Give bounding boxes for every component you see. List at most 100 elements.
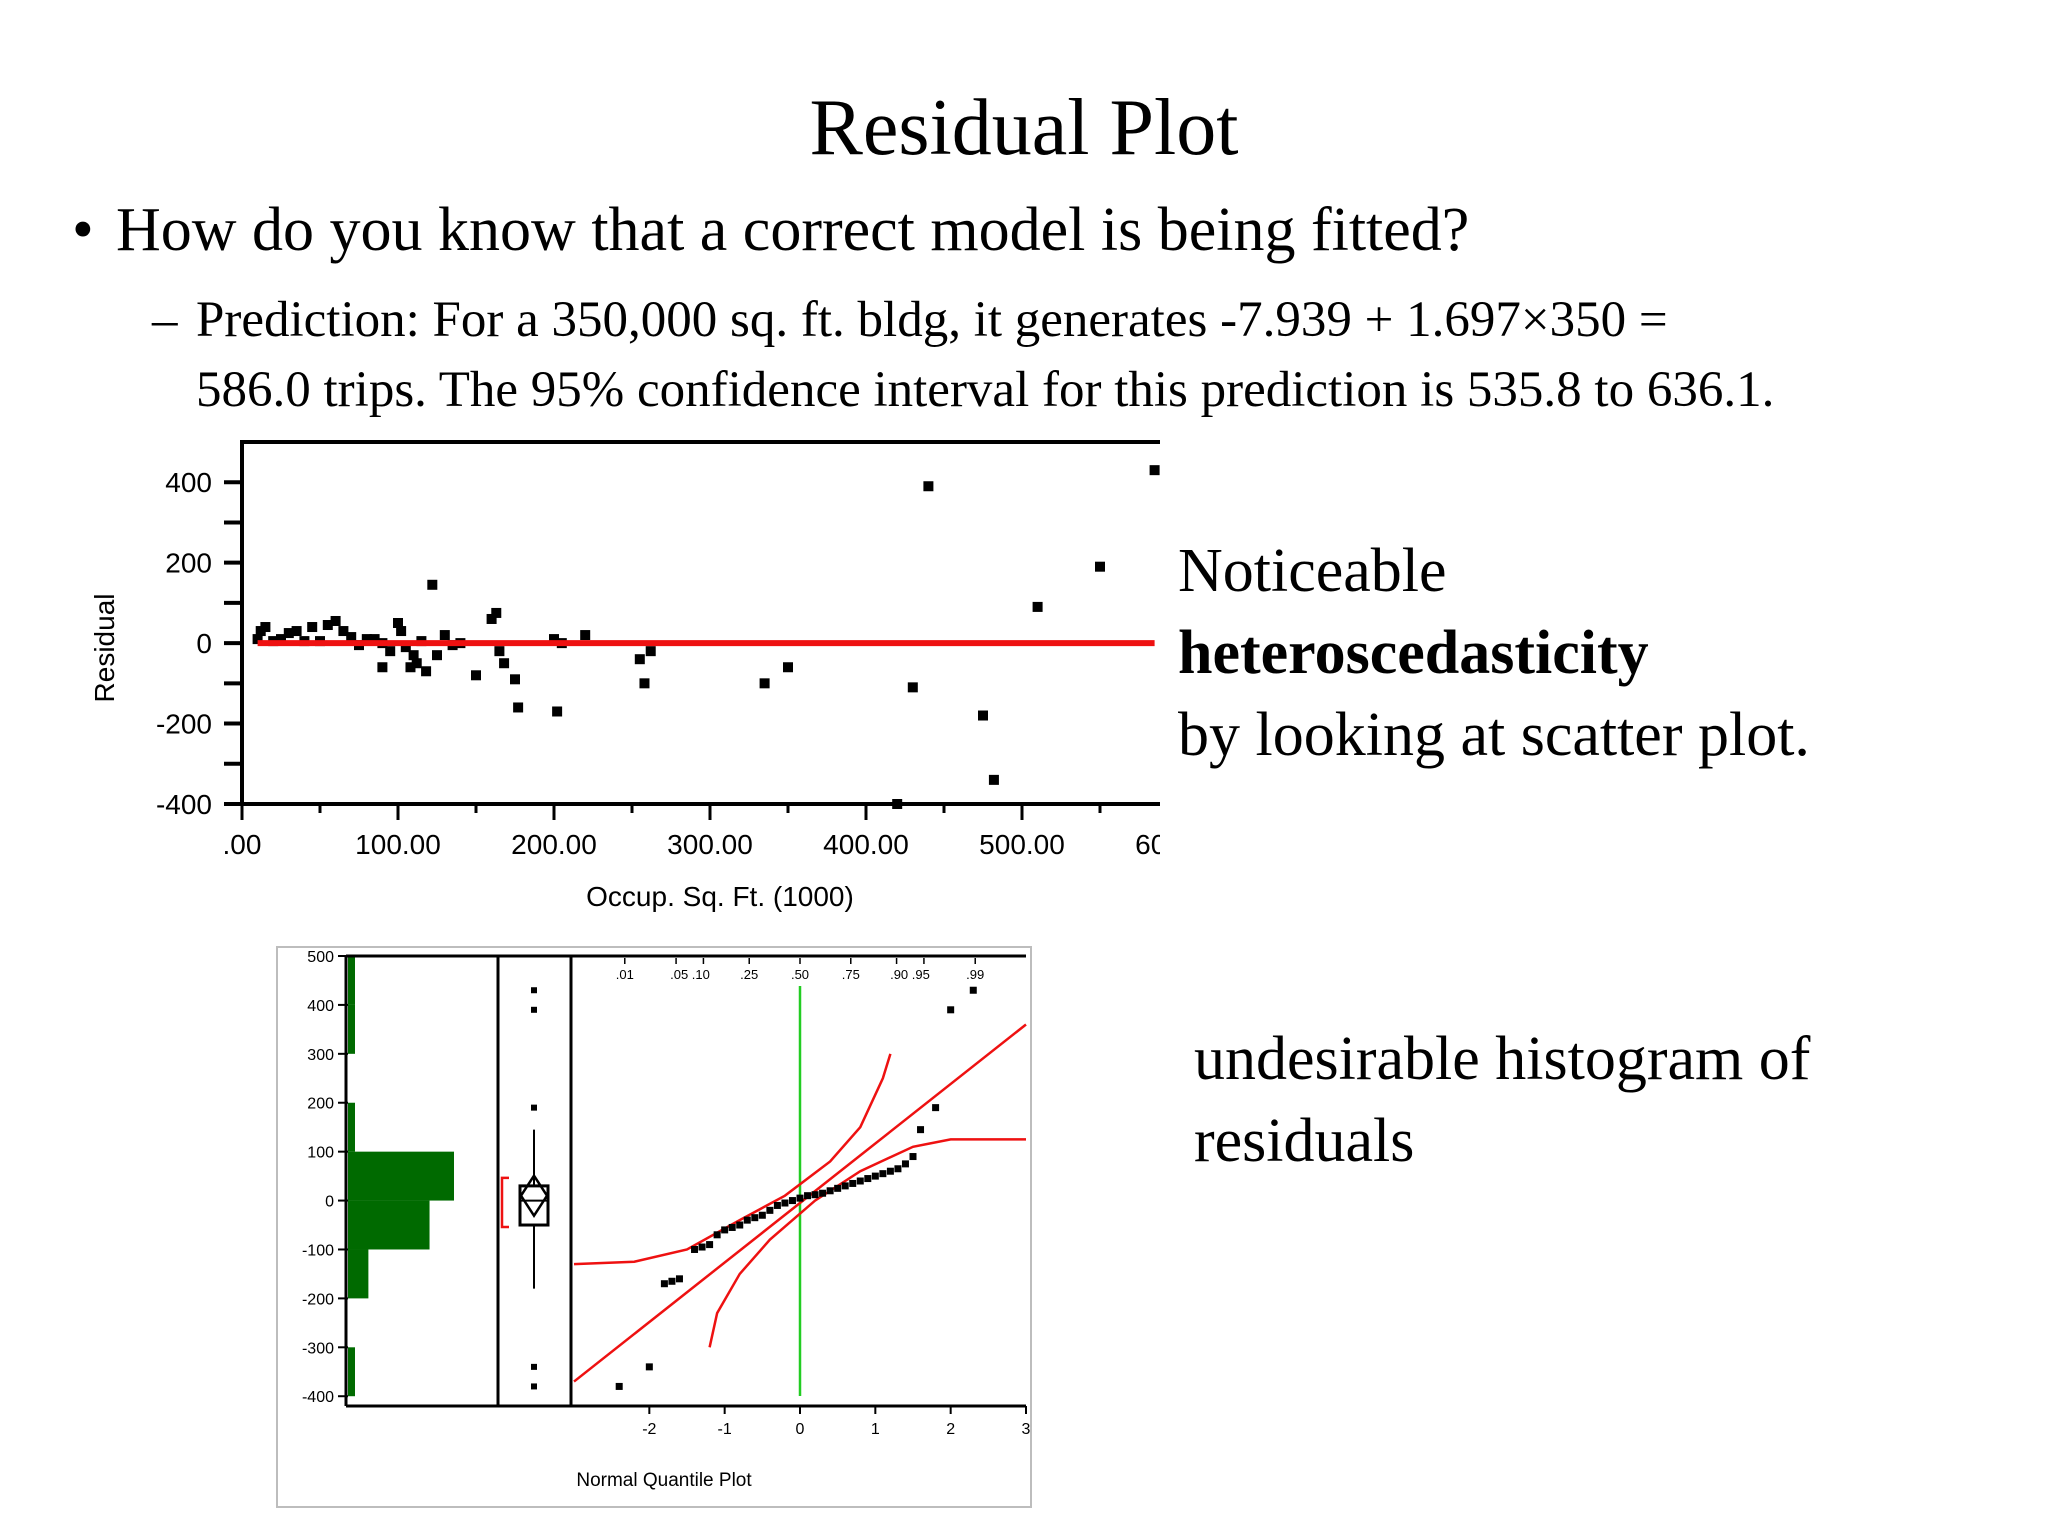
- quantile-x-tick-label: 3: [1022, 1421, 1031, 1438]
- box-outlier-point: [531, 1006, 537, 1013]
- note1-emphasis: heteroscedasticity: [1178, 619, 1649, 687]
- data-point: [978, 710, 988, 721]
- quantile-point: [758, 1211, 766, 1219]
- quantile-top-tick-label: .05 .10: [670, 967, 710, 982]
- confidence-curve-upper: [573, 1053, 892, 1266]
- y-tick-label: 0: [196, 628, 212, 659]
- quantile-point: [834, 1184, 842, 1192]
- residual-scatter-chart: 400 200 0 -200 -400 .00 100.00 200.00 300.00 400.…: [89, 440, 1160, 912]
- quantile-top-tick-label: .50: [791, 967, 809, 982]
- quantile-point: [796, 1194, 804, 1202]
- data-point: [499, 658, 510, 669]
- data-point: [400, 642, 411, 653]
- data-point: [645, 646, 656, 657]
- data-point: [432, 650, 442, 661]
- quantile-point: [728, 1223, 736, 1231]
- data-point: [338, 626, 349, 637]
- data-point: [491, 607, 502, 618]
- x-tick-label: .00: [223, 829, 262, 860]
- data-point: [1149, 465, 1160, 476]
- sub-bullet-prediction: – Prediction: For a 350,000 sq. ft. bldg…: [152, 285, 2032, 425]
- quantile-point: [736, 1221, 744, 1229]
- slide-title: Residual Plot: [809, 84, 1239, 172]
- note1-line2: heteroscedasticity: [1178, 612, 1810, 694]
- normal-fit-line: [573, 1023, 1027, 1383]
- distribution-chart: 500 400 300 200 100 0 -100 -200 -300 -400 .01 .05 …: [276, 946, 1032, 1508]
- data-point: [307, 622, 318, 633]
- shortest-half-bracket: [500, 1176, 509, 1229]
- data-point: [408, 650, 419, 661]
- quantile-point: [811, 1191, 819, 1199]
- note-histogram: undesirable histogram of residuals: [1194, 1018, 1810, 1182]
- data-point: [393, 618, 403, 628]
- data-point: [369, 634, 380, 645]
- data-point: [923, 481, 934, 492]
- sub-line-2: 586.0 trips. The 95% confidence interval…: [196, 362, 1775, 418]
- data-point: [346, 632, 357, 643]
- data-point: [1095, 561, 1105, 572]
- data-point: [385, 646, 396, 657]
- quantile-point: [864, 1175, 872, 1183]
- data-point: [634, 654, 645, 665]
- data-point: [283, 628, 294, 639]
- quantile-point: [819, 1189, 827, 1197]
- note1-line3: by looking at scatter plot.: [1178, 701, 1810, 769]
- data-point: [759, 678, 770, 689]
- quantile-point: [668, 1277, 676, 1285]
- data-point: [1032, 601, 1043, 612]
- quantile-point: [804, 1192, 812, 1200]
- quantile-point: [969, 986, 977, 994]
- note2-line1: undesirable histogram of: [1194, 1025, 1811, 1093]
- hist-y-tick-label: 500: [307, 949, 334, 966]
- histogram-bar: [348, 1200, 430, 1250]
- data-point: [252, 634, 263, 645]
- data-point: [639, 678, 650, 689]
- data-point: [361, 634, 372, 645]
- data-point: [377, 662, 388, 673]
- data-point: [260, 622, 271, 633]
- quantile-top-tick-label: .90 .95: [890, 967, 930, 982]
- quantile-top-tick-label: .01: [616, 967, 634, 982]
- quantile-point: [901, 1160, 909, 1168]
- quantile-point: [894, 1165, 902, 1173]
- quantile-point: [698, 1243, 706, 1251]
- sub-line-1: Prediction: For a 350,000 sq. ft. bldg, …: [196, 292, 1668, 348]
- quantile-point: [849, 1179, 857, 1187]
- x-tick-label: 600.00: [1135, 829, 1160, 860]
- histogram-bar: [348, 1151, 454, 1201]
- data-point: [486, 613, 497, 624]
- quantile-point: [856, 1177, 864, 1185]
- quantile-point: [743, 1216, 751, 1224]
- quantile-point: [691, 1245, 699, 1253]
- data-point: [276, 634, 286, 645]
- x-tick-label: 100.00: [355, 829, 441, 860]
- data-point: [330, 615, 341, 626]
- data-point: [552, 706, 563, 717]
- mean-diamond: [519, 1173, 549, 1218]
- hist-y-tick-label: 300: [307, 1047, 334, 1064]
- hist-y-tick-label: -100: [302, 1242, 334, 1259]
- data-point: [907, 682, 918, 693]
- quantile-x-tick-label: -2: [642, 1421, 656, 1438]
- quantile-x-tick-label: 2: [946, 1421, 955, 1438]
- quantile-point: [713, 1231, 721, 1239]
- hist-y-tick-label: -200: [302, 1291, 334, 1308]
- x-tick-label: 400.00: [823, 829, 909, 860]
- quantile-point: [917, 1126, 925, 1134]
- x-axis-label: Occup. Sq. Ft. (1000): [586, 881, 854, 912]
- x-tick-label: 500.00: [979, 829, 1065, 860]
- bullet-question: • How do you know that a correct model is…: [72, 190, 1469, 270]
- data-point: [510, 674, 520, 685]
- quantile-point: [879, 1170, 887, 1178]
- histogram-bar: [348, 1249, 369, 1299]
- sub-bullet-dash: –: [152, 292, 178, 348]
- residual-plot-frame: [240, 440, 1160, 806]
- y-axis-label: Residual: [89, 594, 120, 703]
- x-tick-label: 300.00: [667, 829, 753, 860]
- data-point: [580, 630, 591, 641]
- quantile-top-tick-label: .99: [966, 967, 984, 982]
- bullet-dot: •: [72, 196, 94, 264]
- quantile-x-tick-label: 0: [796, 1421, 805, 1438]
- box-iqr: [518, 1184, 550, 1227]
- quantile-point: [615, 1382, 623, 1390]
